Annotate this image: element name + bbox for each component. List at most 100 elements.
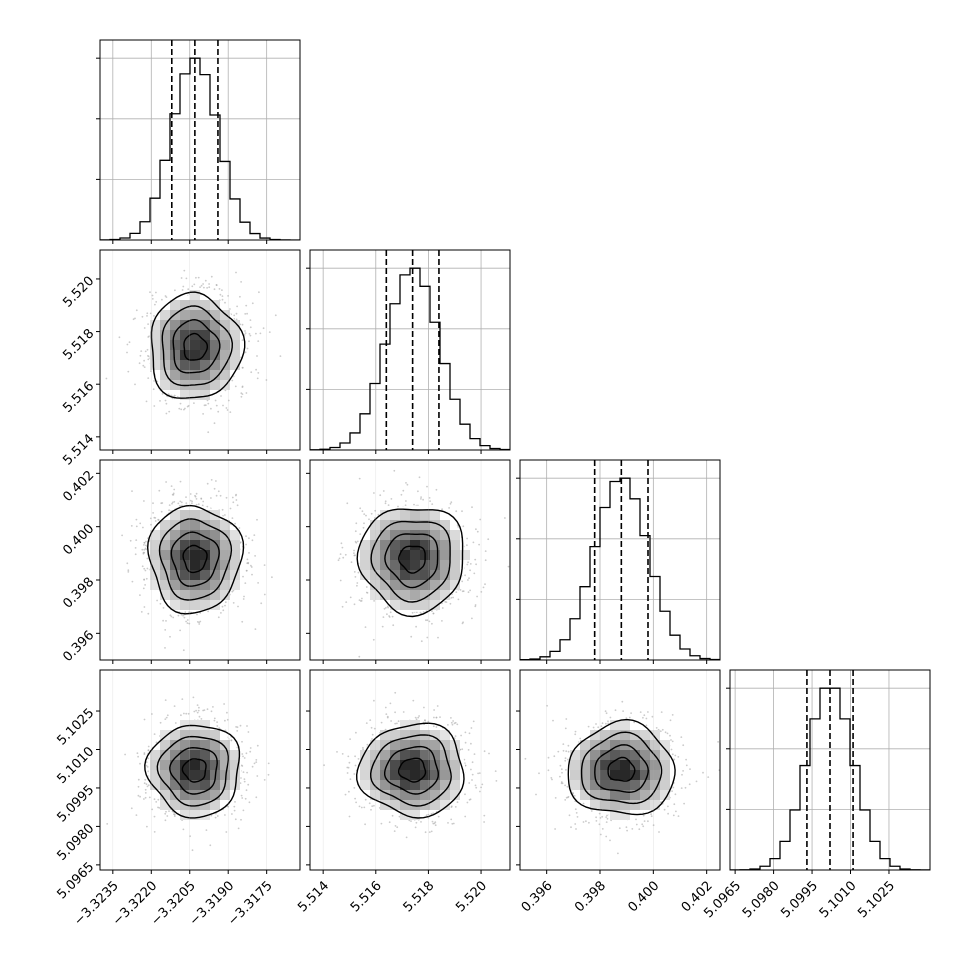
sample-point [135, 309, 138, 312]
histogram-panel-1 [306, 249, 511, 454]
sample-point [160, 510, 163, 513]
sample-point [143, 500, 145, 502]
sample-point [244, 332, 247, 334]
sample-point [388, 615, 390, 617]
density-cell [410, 560, 420, 570]
sample-point [172, 492, 175, 495]
sample-point [358, 655, 361, 658]
density-cell [220, 540, 230, 550]
sample-point [197, 503, 200, 506]
density-cell [210, 320, 220, 330]
sample-point [164, 629, 167, 631]
panel-content [310, 250, 510, 450]
sample-point [235, 312, 238, 315]
sample-point [337, 559, 340, 562]
sample-point [208, 283, 211, 285]
density-cell [150, 340, 160, 350]
sample-point [147, 323, 150, 325]
sample-point [219, 494, 222, 497]
sample-point [164, 699, 167, 701]
sample-point [478, 543, 480, 546]
sample-point [202, 500, 205, 503]
sample-point [182, 285, 185, 288]
density-cell [380, 520, 390, 530]
sample-point [193, 402, 195, 404]
sample-point [267, 773, 270, 776]
sample-point [142, 526, 144, 529]
sample-point [484, 583, 486, 586]
sample-point [131, 580, 134, 583]
sample-point [384, 500, 387, 503]
sample-point [126, 343, 129, 346]
sample-point [169, 614, 172, 617]
density-cell [160, 310, 170, 320]
contour-level-0 [182, 544, 208, 574]
sample-point [210, 710, 213, 713]
density-cell [170, 340, 180, 350]
density-cell [220, 350, 230, 360]
density-cell [200, 350, 210, 360]
sample-point [135, 814, 138, 816]
panel-frame [309, 249, 511, 451]
sample-point [210, 497, 212, 499]
sample-point [170, 394, 173, 397]
density-cell [170, 540, 180, 550]
sample-point [164, 399, 167, 402]
sample-point [183, 269, 186, 272]
density-cell [390, 510, 400, 520]
sample-point [195, 498, 198, 500]
sample-point [263, 779, 266, 781]
density-cell [170, 320, 180, 330]
sample-point [255, 332, 257, 335]
sample-point [195, 503, 198, 506]
sample-point [245, 535, 247, 538]
density-cell [390, 600, 400, 610]
sample-point [210, 407, 212, 410]
sample-point [225, 496, 228, 499]
sample-point [357, 571, 360, 574]
sample-point [359, 600, 362, 602]
sample-point [134, 317, 136, 320]
density-cell [230, 550, 240, 560]
sample-point [151, 294, 154, 297]
sample-point [143, 579, 146, 581]
sample-point [143, 718, 146, 721]
sample-point [200, 498, 203, 500]
density-cell [230, 330, 240, 340]
sample-point [135, 539, 138, 541]
sample-point [143, 606, 146, 608]
sample-point [402, 489, 405, 492]
density-cell [160, 330, 170, 340]
sample-point [233, 805, 236, 808]
sample-point [479, 518, 482, 521]
contour-level-1 [172, 318, 221, 374]
sample-point [384, 502, 387, 505]
density-cell [200, 520, 210, 530]
sample-point [349, 596, 352, 599]
sample-point [229, 411, 232, 413]
density-cell [180, 370, 190, 380]
scatter-panel-1-0 [96, 249, 301, 454]
sample-point [143, 548, 146, 551]
density-cell [380, 510, 390, 520]
sample-point [224, 604, 226, 607]
sample-point [170, 615, 173, 618]
density-cell [410, 600, 420, 610]
density-cell [210, 370, 220, 380]
sample-point [365, 514, 367, 517]
density-cell [220, 590, 230, 600]
panel-frame [309, 459, 511, 661]
sample-point [420, 640, 423, 643]
density-cell [360, 550, 370, 560]
density-cell [190, 390, 200, 400]
sample-point [146, 785, 149, 788]
sample-point [472, 541, 475, 544]
sample-point [359, 507, 362, 510]
density-cell [200, 310, 210, 320]
sample-point [224, 729, 227, 732]
density-cell [210, 550, 220, 560]
density-cell [190, 290, 200, 300]
density-cell [400, 510, 410, 520]
sample-point [204, 279, 207, 282]
sample-point [365, 591, 368, 594]
